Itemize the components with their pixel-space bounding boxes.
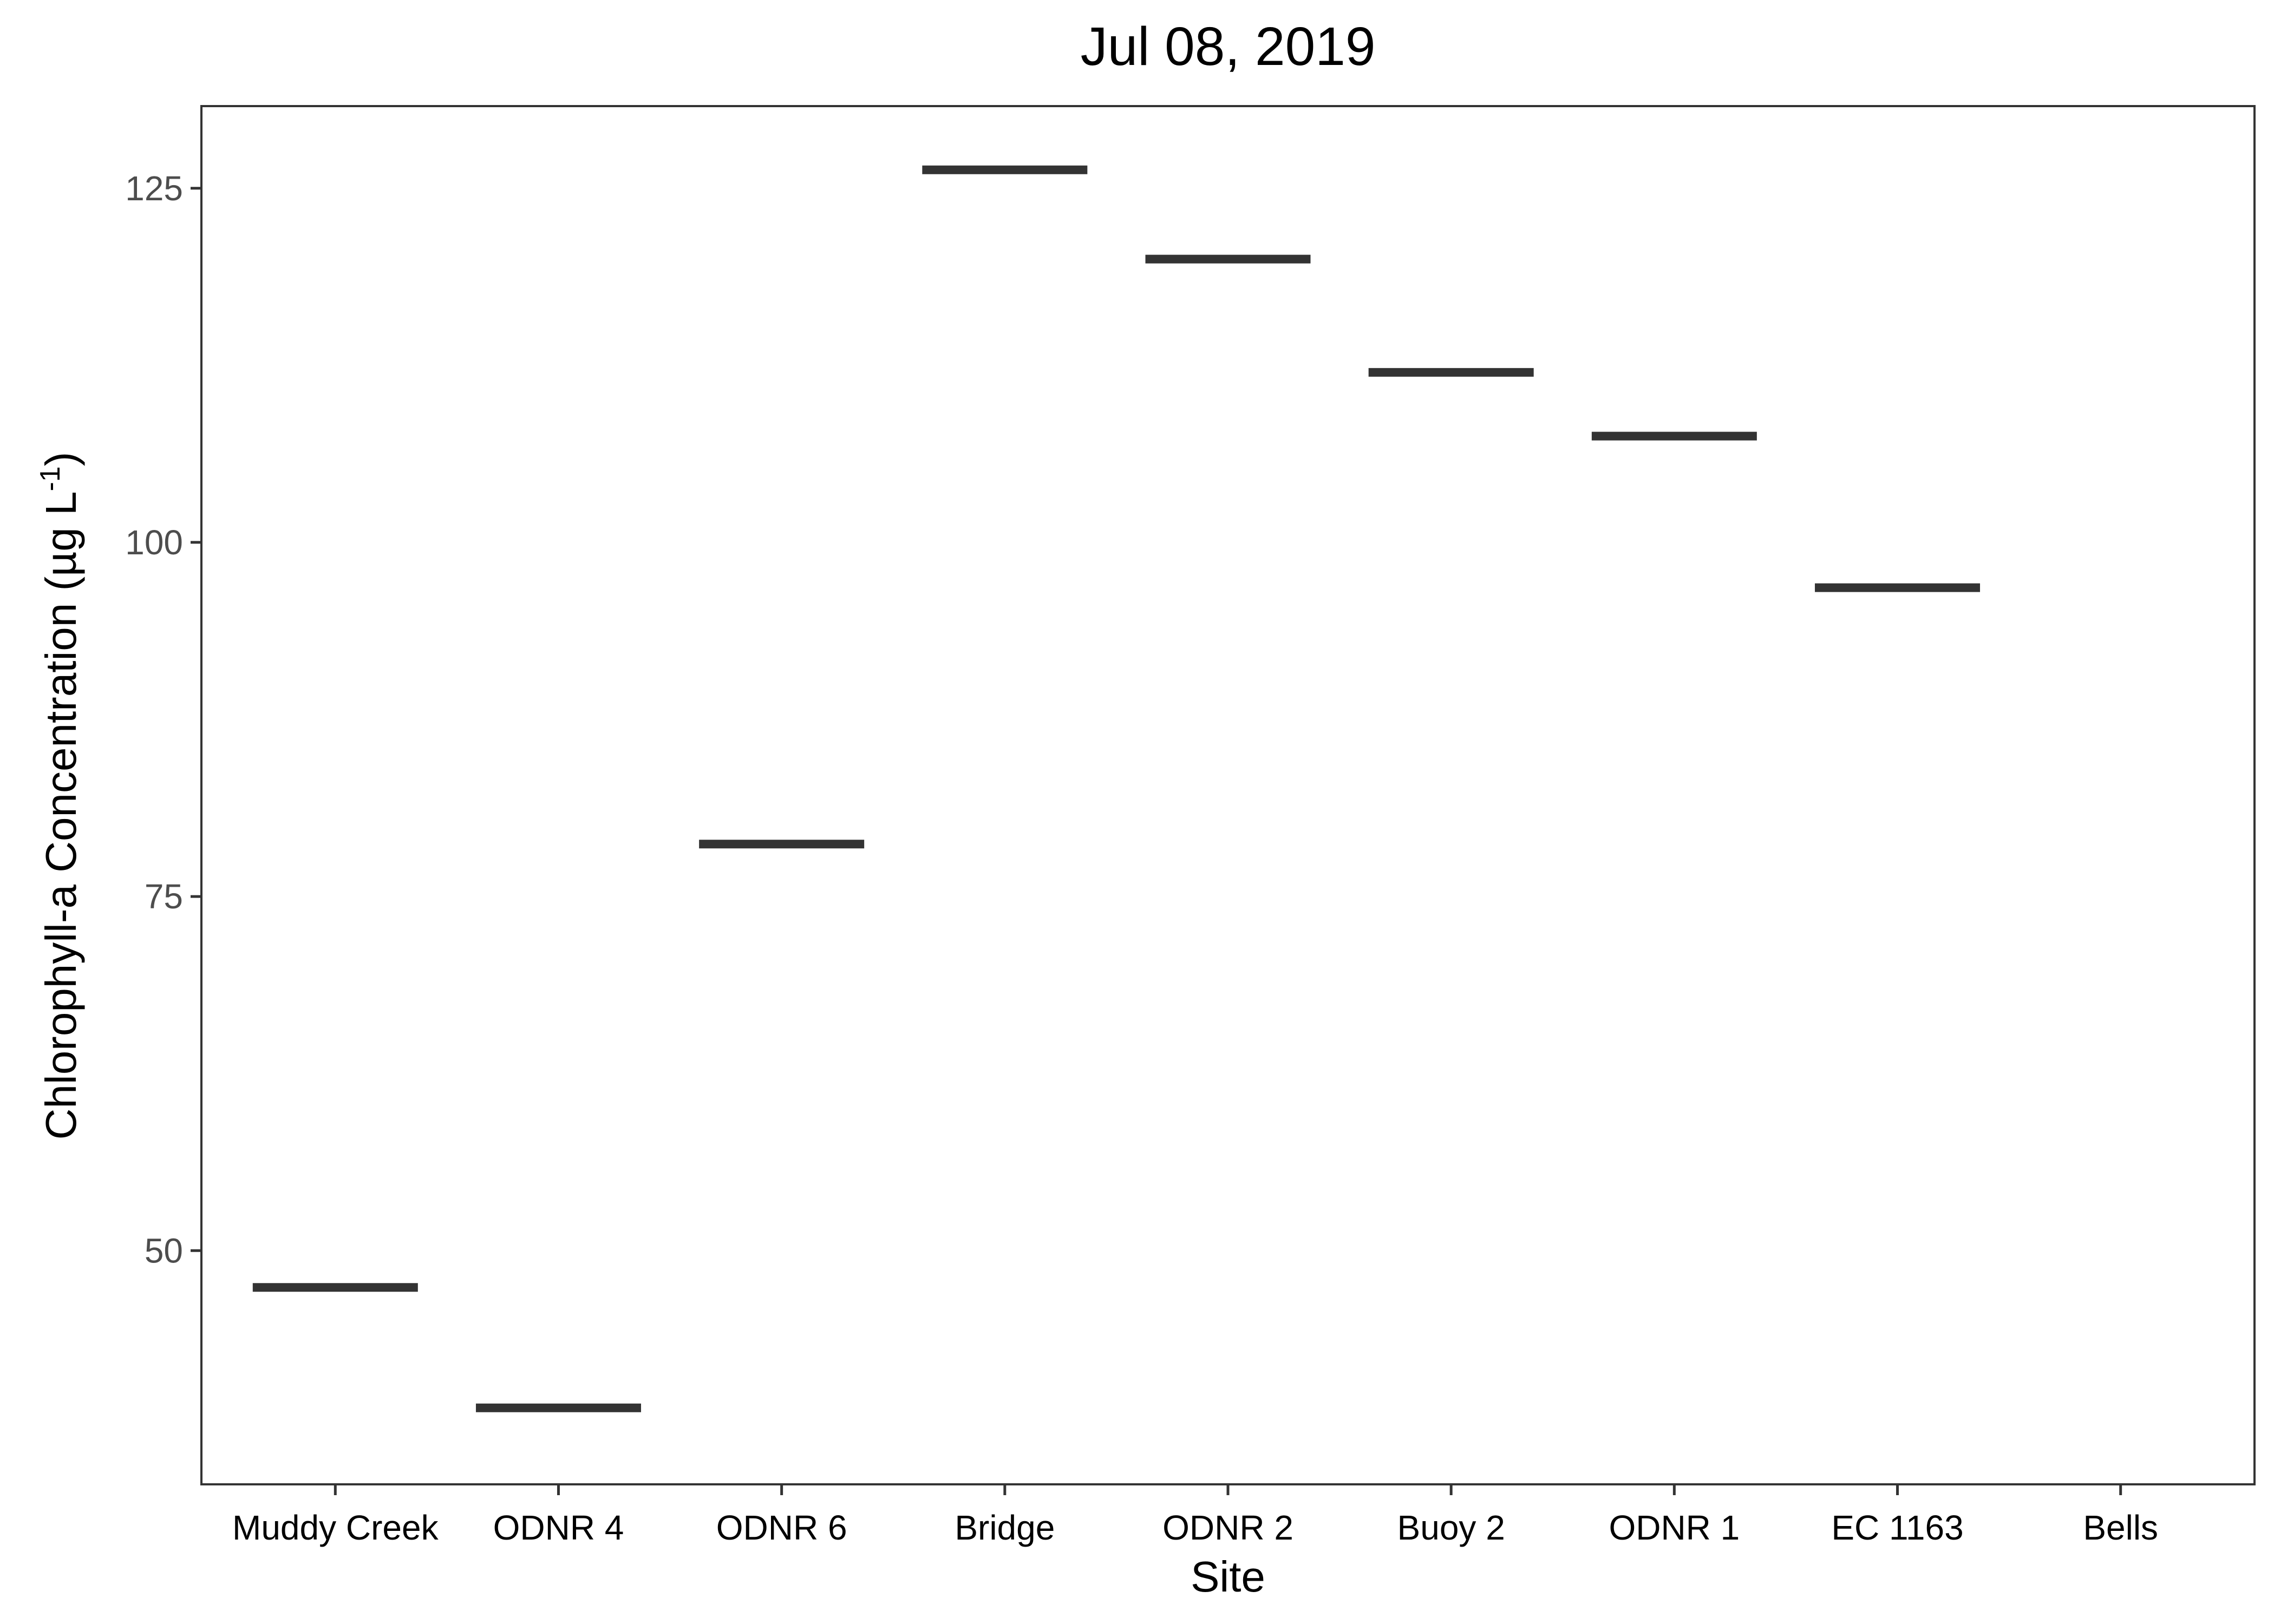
x-tick-label: ODNR 4 xyxy=(493,1508,624,1547)
x-tick-label: ODNR 2 xyxy=(1162,1508,1293,1547)
x-tick-label: Bells xyxy=(2083,1508,2158,1547)
y-axis-title-close: ) xyxy=(37,452,85,467)
x-axis-title: Site xyxy=(1191,1553,1265,1601)
x-tick-label: EC 1163 xyxy=(1831,1508,1963,1547)
y-axis-title-superscript: -1 xyxy=(35,466,66,491)
x-tick-label: ODNR 6 xyxy=(716,1508,847,1547)
y-axis-title: Chlorophyll-a Concentration (µg L-1) xyxy=(35,452,85,1140)
y-tick-label: 50 xyxy=(145,1231,183,1270)
y-tick-label: 75 xyxy=(145,877,183,916)
x-tick-label: Bridge xyxy=(955,1508,1055,1547)
y-tick-label: 100 xyxy=(125,523,183,562)
x-tick-label: ODNR 1 xyxy=(1609,1508,1740,1547)
y-axis: 50 75 100 125 xyxy=(125,169,201,1270)
plot-panel xyxy=(200,105,2256,1485)
x-tick-label: Buoy 2 xyxy=(1397,1508,1505,1547)
svg-text:Chlorophyll-a Concentration (µ: Chlorophyll-a Concentration (µg L-1) xyxy=(35,452,85,1140)
data-marks xyxy=(252,165,1981,1412)
chart-title: Jul 08, 2019 xyxy=(1081,16,1376,77)
x-axis: Muddy Creek ODNR 4 ODNR 6 Bridge ODNR 2 Buoy … xyxy=(232,1484,2158,1547)
y-axis-title-main: Chlorophyll-a Concentration (µg L xyxy=(37,492,85,1140)
y-tick-label: 125 xyxy=(125,169,183,208)
x-tick-label: Muddy Creek xyxy=(232,1508,439,1547)
